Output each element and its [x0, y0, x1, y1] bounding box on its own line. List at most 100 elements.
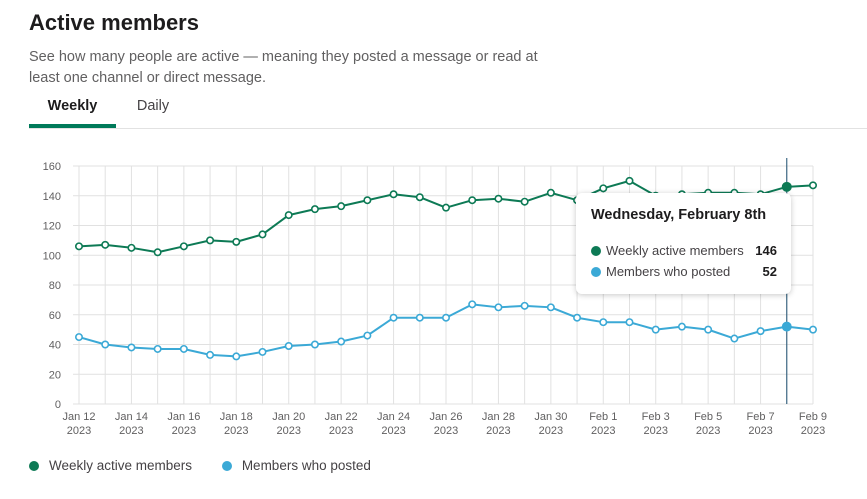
legend-item-weekly[interactable]: Weekly active members: [29, 458, 192, 473]
tab-weekly[interactable]: Weekly: [29, 96, 116, 128]
x-tick-year: 2023: [486, 425, 510, 437]
members-posted-point: [337, 337, 346, 346]
weekly-active-point: [625, 176, 634, 185]
members-posted-point: [704, 325, 713, 334]
y-tick-label: 40: [49, 340, 61, 352]
x-tick-year: 2023: [119, 425, 143, 437]
members-posted-point: [179, 344, 188, 353]
x-tick-label: Jan 22: [325, 411, 358, 423]
y-tick-label: 160: [43, 161, 61, 173]
y-tick-label: 0: [55, 399, 61, 411]
members-posted-point: [441, 313, 450, 322]
x-tick-year: 2023: [224, 425, 248, 437]
posted-dot-icon: [221, 460, 232, 471]
y-tick-label: 80: [49, 280, 61, 292]
weekly-active-point: [310, 205, 319, 214]
x-tick-year: 2023: [276, 425, 300, 437]
x-tick-year: 2023: [434, 425, 458, 437]
tooltip-row-posted: Members who posted 52: [591, 261, 777, 282]
x-tick-label: Jan 24: [377, 411, 410, 423]
chart-legend: Weekly active members Members who posted: [29, 458, 397, 474]
tooltip-value: 146: [755, 243, 777, 258]
legend-item-posted[interactable]: Members who posted: [221, 458, 371, 473]
x-tick-year: 2023: [67, 425, 91, 437]
weekly-active-point: [284, 211, 293, 220]
members-posted-point: [127, 343, 136, 352]
posted-dot-icon: [591, 266, 601, 277]
x-tick-year: 2023: [172, 425, 196, 437]
weekly-active-point: [468, 196, 477, 205]
members-posted-point: [468, 300, 477, 309]
members-posted-point: [494, 303, 503, 312]
weekly-active-point: [808, 181, 817, 190]
members-posted-point: [206, 350, 215, 359]
x-tick-label: Jan 30: [534, 411, 567, 423]
weekly-active-point: [599, 184, 608, 193]
weekly-active-point: [494, 194, 503, 203]
y-tick-label: 20: [49, 369, 61, 381]
members-posted-point: [153, 344, 162, 353]
page-description: See how many people are active — meaning…: [29, 49, 538, 86]
x-tick-label: Jan 26: [429, 411, 462, 423]
weekly-active-point: [179, 242, 188, 251]
members-posted-point: [625, 318, 634, 327]
page-title: Active members: [29, 10, 199, 35]
weekly-active-point: [415, 193, 424, 202]
members-posted-point: [310, 340, 319, 349]
weekly-active-point: [389, 190, 398, 199]
weekly-active-point: [363, 196, 372, 205]
chart-tooltip: Wednesday, February 8th Weekly active me…: [576, 193, 791, 294]
members-posted-point: [415, 313, 424, 322]
x-tick-year: 2023: [381, 425, 405, 437]
weekly-dot-icon: [29, 460, 39, 471]
x-tick-label: Feb 1: [589, 411, 617, 423]
members-posted-point: [232, 352, 241, 361]
weekly-active-point: [232, 237, 241, 246]
legend-label: Weekly active members: [49, 458, 193, 473]
legend-label: Members who posted: [241, 458, 371, 473]
x-tick-label: Jan 28: [482, 411, 515, 423]
weekly-active-point: [546, 188, 555, 197]
x-tick-year: 2023: [748, 425, 772, 437]
tooltip-title: Wednesday, February 8th: [591, 207, 767, 223]
weekly-dot-icon: [591, 245, 601, 256]
weekly-active-point: [258, 230, 267, 239]
members-posted-point: [284, 341, 293, 350]
weekly-active-point: [441, 203, 450, 212]
members-posted-point: [573, 313, 582, 322]
weekly-active-point: [153, 248, 162, 257]
members-posted-point: [546, 303, 555, 312]
x-tick-year: 2023: [539, 425, 563, 437]
members-posted-point: [520, 301, 529, 310]
members-posted-point: [781, 321, 792, 332]
x-tick-label: Jan 20: [272, 411, 305, 423]
y-tick-label: 120: [43, 221, 61, 233]
x-tick-year: 2023: [696, 425, 720, 437]
members-posted-point: [389, 313, 398, 322]
y-tick-label: 100: [43, 250, 61, 262]
y-tick-label: 140: [43, 191, 61, 203]
x-tick-label: Feb 7: [747, 411, 775, 423]
weekly-active-point: [206, 236, 215, 245]
x-tick-year: 2023: [801, 425, 825, 437]
x-tick-label: Feb 9: [799, 411, 827, 423]
x-tick-year: 2023: [591, 425, 615, 437]
members-posted-point: [677, 322, 686, 331]
weekly-active-point: [75, 242, 84, 251]
weekly-active-point: [127, 243, 136, 252]
tooltip-row-weekly: Weekly active members 146: [591, 240, 777, 261]
x-tick-label: Feb 3: [642, 411, 670, 423]
weekly-active-point: [101, 240, 110, 249]
x-tick-label: Jan 16: [167, 411, 200, 423]
x-tick-label: Feb 5: [694, 411, 722, 423]
weekly-active-point: [781, 181, 792, 192]
weekly-active-point: [337, 202, 346, 211]
members-posted-point: [258, 347, 267, 356]
members-posted-point: [75, 333, 84, 342]
members-posted-point: [599, 318, 608, 327]
tab-daily[interactable]: Daily: [136, 98, 170, 114]
members-posted-point: [363, 331, 372, 340]
x-tick-year: 2023: [329, 425, 353, 437]
members-posted-point: [730, 334, 739, 343]
